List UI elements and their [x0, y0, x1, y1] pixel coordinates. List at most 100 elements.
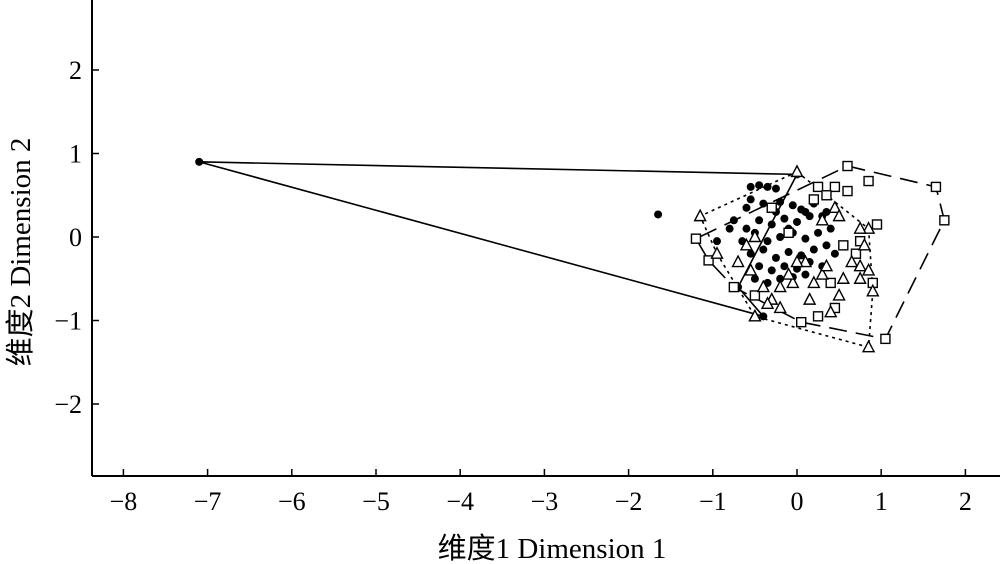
point-open-square [842, 160, 853, 172]
point-open-square [690, 233, 702, 244]
point-filled-circle [750, 274, 759, 283]
point-open-square [749, 290, 761, 301]
point-open-triangle [748, 229, 762, 243]
point-open-square [838, 240, 849, 251]
point-open-square [871, 219, 883, 230]
point-filled-circle [784, 248, 793, 257]
point-filled-circle [767, 220, 776, 229]
hull-open-square [694, 165, 946, 340]
point-open-triangle [781, 267, 796, 280]
point-open-triangle [853, 258, 867, 272]
point-filled-circle [801, 234, 810, 243]
point-filled-circle [809, 245, 818, 254]
point-filled-circle [788, 201, 797, 210]
x-tick-label: −7 [194, 487, 222, 516]
point-open-square [863, 175, 874, 187]
point-filled-circle [771, 184, 780, 193]
point-filled-circle [822, 207, 831, 216]
point-open-triangle [832, 287, 846, 301]
point-open-square [812, 181, 824, 193]
point-open-triangle [756, 279, 770, 293]
point-open-square [930, 181, 942, 193]
point-open-triangle [748, 308, 762, 322]
point-open-triangle [836, 271, 850, 284]
point-filled-circle [780, 262, 789, 271]
point-filled-circle [830, 249, 839, 258]
y-tick-label: −2 [54, 390, 82, 419]
point-open-triangle [773, 300, 787, 314]
x-tick-label: 1 [875, 487, 888, 516]
y-tick-label: 1 [69, 140, 82, 169]
x-tick-label: −2 [615, 487, 643, 516]
point-filled-circle [759, 245, 768, 254]
point-open-triangle [815, 267, 829, 280]
point-filled-circle [755, 262, 764, 271]
point-filled-circle [822, 241, 831, 250]
point-filled-circle [801, 207, 810, 216]
point-filled-circle [759, 199, 768, 208]
x-tick-label: −1 [699, 487, 727, 516]
point-open-triangle [857, 237, 872, 251]
point-open-triangle [819, 258, 834, 272]
point-open-triangle [845, 254, 859, 268]
x-tick-label: −3 [531, 487, 559, 516]
x-tick-label: −4 [446, 487, 474, 516]
point-open-triangle [807, 275, 821, 289]
point-open-square [796, 316, 807, 328]
point-filled-circle [713, 237, 722, 246]
point-open-triangle [731, 254, 745, 268]
x-tick-label: −8 [110, 487, 138, 516]
point-filled-circle [746, 249, 755, 258]
y-tick-label: −1 [54, 307, 82, 336]
point-filled-circle [729, 216, 738, 225]
point-filled-circle [771, 253, 780, 262]
point-open-square [825, 277, 836, 289]
point-open-square [939, 215, 950, 226]
y-tick-label: 2 [69, 56, 82, 85]
point-open-triangle [760, 296, 775, 309]
x-tick-label: −6 [278, 487, 306, 516]
point-filled-circle [814, 228, 823, 237]
point-open-triangle [853, 221, 867, 234]
hull-open-triangle [699, 170, 874, 349]
x-axis-title: 维度1 Dimension 1 [438, 532, 667, 564]
point-open-triangle [824, 304, 838, 318]
point-open-square [728, 281, 740, 293]
point-open-triangle [786, 275, 800, 289]
hull-filled-circle [198, 161, 799, 318]
point-filled-circle [776, 274, 785, 283]
point-filled-circle [742, 224, 751, 233]
x-tick-label: 0 [791, 487, 804, 516]
point-filled-circle [776, 197, 785, 206]
point-filled-circle [759, 312, 768, 321]
point-open-triangle [710, 246, 724, 259]
point-filled-circle [654, 210, 663, 219]
point-filled-circle [755, 181, 764, 190]
point-open-square [703, 255, 714, 266]
point-open-triangle [744, 262, 758, 276]
y-ticks: 2 1 0 −1 −2 [54, 56, 99, 419]
point-open-triangle [798, 254, 813, 268]
point-open-square [766, 202, 777, 213]
point-open-square [880, 333, 891, 345]
point-open-triangle [861, 262, 876, 276]
point-open-square [783, 227, 794, 239]
y-axis-title: 维度2 Dimension 2 [4, 138, 37, 367]
point-open-square [821, 190, 832, 201]
point-filled-circle [755, 216, 764, 225]
point-open-square [842, 185, 853, 197]
point-open-triangle [815, 212, 829, 226]
x-tick-label: −5 [362, 487, 390, 516]
point-open-triangle [773, 279, 787, 293]
point-open-triangle [861, 221, 876, 234]
point-open-square [850, 248, 862, 259]
point-open-triangle [832, 208, 846, 222]
point-filled-circle [826, 224, 835, 233]
point-open-triangle [853, 271, 867, 284]
point-filled-circle [746, 182, 755, 191]
point-open-triangle [790, 254, 804, 268]
point-filled-circle [793, 217, 801, 226]
x-tick-label: 2 [959, 487, 972, 516]
point-filled-circle [195, 157, 204, 166]
